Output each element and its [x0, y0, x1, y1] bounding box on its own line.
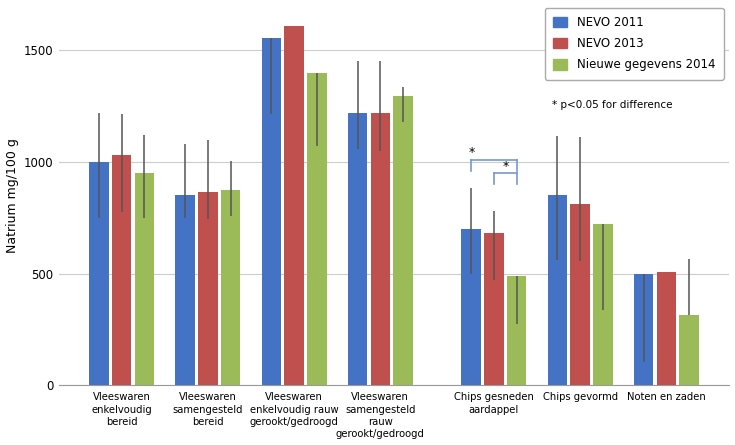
- Text: *: *: [469, 146, 475, 159]
- Bar: [393, 96, 413, 385]
- Bar: [176, 195, 195, 385]
- Bar: [570, 204, 590, 385]
- Text: * p<0.05 for difference: * p<0.05 for difference: [552, 100, 673, 110]
- Bar: [348, 113, 368, 385]
- Bar: [484, 233, 503, 385]
- Bar: [262, 38, 282, 385]
- Bar: [507, 276, 526, 385]
- Legend: NEVO 2011, NEVO 2013, Nieuwe gegevens 2014: NEVO 2011, NEVO 2013, Nieuwe gegevens 20…: [545, 8, 723, 80]
- Bar: [112, 155, 132, 385]
- Bar: [135, 173, 154, 385]
- Bar: [370, 113, 390, 385]
- Bar: [198, 192, 218, 385]
- Bar: [89, 162, 109, 385]
- Bar: [593, 224, 613, 385]
- Bar: [307, 73, 326, 385]
- Bar: [634, 274, 653, 385]
- Bar: [679, 315, 699, 385]
- Bar: [462, 229, 481, 385]
- Bar: [548, 195, 567, 385]
- Bar: [656, 272, 676, 385]
- Bar: [220, 190, 240, 385]
- Bar: [284, 26, 304, 385]
- Y-axis label: Natrium mg/100 g: Natrium mg/100 g: [6, 138, 18, 253]
- Text: *: *: [502, 160, 509, 173]
